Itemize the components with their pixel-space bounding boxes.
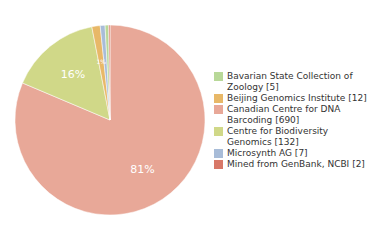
svg-text:1%: 1%	[97, 58, 107, 65]
svg-text:81%: 81%	[130, 163, 154, 176]
html-text:Mined from GenBank, NCBI [2]: Mined from GenBank, NCBI [2]	[227, 158, 365, 169]
html-text:Beijing Genomics Institute [12: Beijing Genomics Institute [12]	[227, 92, 367, 103]
html-text:Bavarian State Collection of Z: Bavarian State Collection of Zoology [5]	[227, 70, 353, 92]
html-text:Centre for Biodiversity Genomi: Centre for Biodiversity Genomics [132]	[227, 125, 329, 147]
html-text:Canadian Centre for DNA Barcod: Canadian Centre for DNA Barcoding [690]	[227, 103, 341, 125]
html-text:Microsynth AG [7]: Microsynth AG [7]	[227, 147, 308, 158]
svg-text:16%: 16%	[61, 68, 85, 81]
